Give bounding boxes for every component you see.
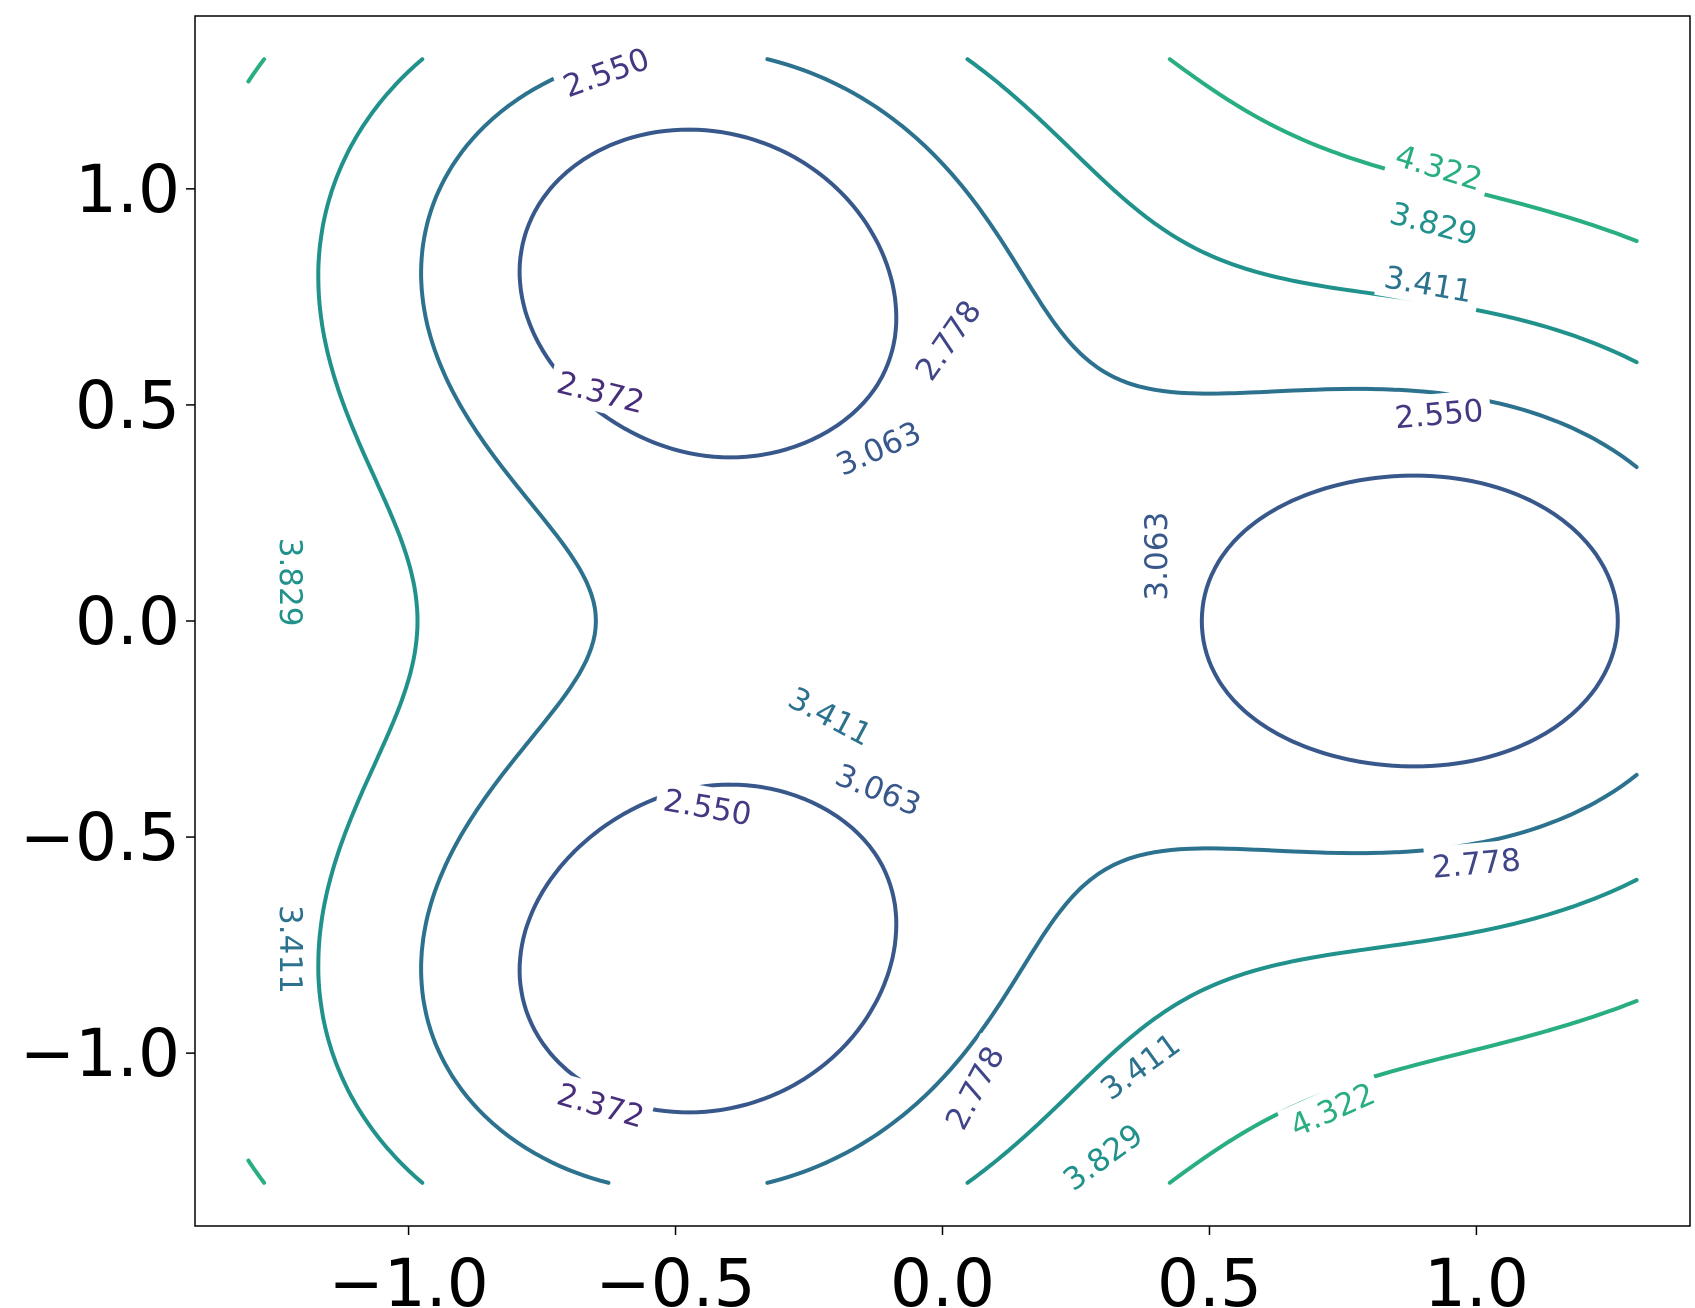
contour-label-gap (1383, 133, 1495, 202)
contour-label-gap (1378, 190, 1489, 257)
contour-label-gap (823, 751, 934, 828)
contour-label: 2.778 (1431, 842, 1523, 886)
contour-label: 2.778 (939, 1041, 1012, 1136)
y-tick-label: 1.0 (75, 151, 180, 228)
contour-label-gap (653, 778, 762, 836)
contour-label: 3.829 (272, 538, 308, 627)
contour-label: 3.411 (1381, 259, 1475, 310)
x-tick-label: 0.0 (890, 1245, 995, 1308)
contour-level-10 (316, 57, 1639, 1185)
x-tick-label: 0.5 (1157, 1245, 1262, 1308)
contour-label-gap (1049, 1110, 1157, 1204)
contour-label: 3.063 (1139, 512, 1175, 601)
x-axis: −1.0 −0.5 0.0 0.5 1.0 (328, 1226, 1529, 1308)
y-axis: −1.0 −0.5 0.0 0.5 1.0 (20, 151, 195, 1092)
contour-label: 2.550 (1393, 393, 1485, 437)
contour-label-gap (1277, 1070, 1388, 1149)
contour-label: 3.063 (831, 415, 927, 484)
y-tick-label: −0.5 (20, 799, 180, 876)
contour-label-gap (545, 1071, 656, 1139)
y-tick-label: 0.0 (75, 583, 180, 660)
contour-label: 3.411 (272, 905, 308, 994)
contour-label-gap (932, 1032, 1017, 1143)
contour-label: 2.550 (661, 782, 755, 833)
contour-label-gap (271, 530, 312, 634)
contour-label: 3.063 (830, 757, 926, 824)
contour-label: 3.411 (782, 680, 877, 753)
contour-label-gap (1386, 389, 1493, 438)
contour-label-gap (901, 286, 994, 394)
contour-label: 4.322 (1285, 1076, 1381, 1145)
contour-label-gap (823, 408, 934, 488)
contour-label-gap (271, 897, 312, 1001)
contour-label-gap (1136, 504, 1177, 608)
contour-label: 2.550 (559, 41, 655, 105)
contour-label-gap (550, 35, 662, 109)
contour-level-9 (419, 57, 1639, 1185)
x-tick-label: −1.0 (328, 1245, 488, 1308)
contour-label-gap (1374, 255, 1483, 313)
x-tick-label: −0.5 (595, 1245, 755, 1308)
contour-label-gap (545, 360, 656, 424)
y-tick-label: 0.5 (75, 367, 180, 444)
contour-label-gap (1086, 1019, 1194, 1113)
y-tick-label: −1.0 (20, 1015, 180, 1092)
x-tick-label: 1.0 (1424, 1245, 1529, 1308)
contour-label-gap (775, 674, 886, 758)
contour-label-gap (1423, 838, 1530, 888)
